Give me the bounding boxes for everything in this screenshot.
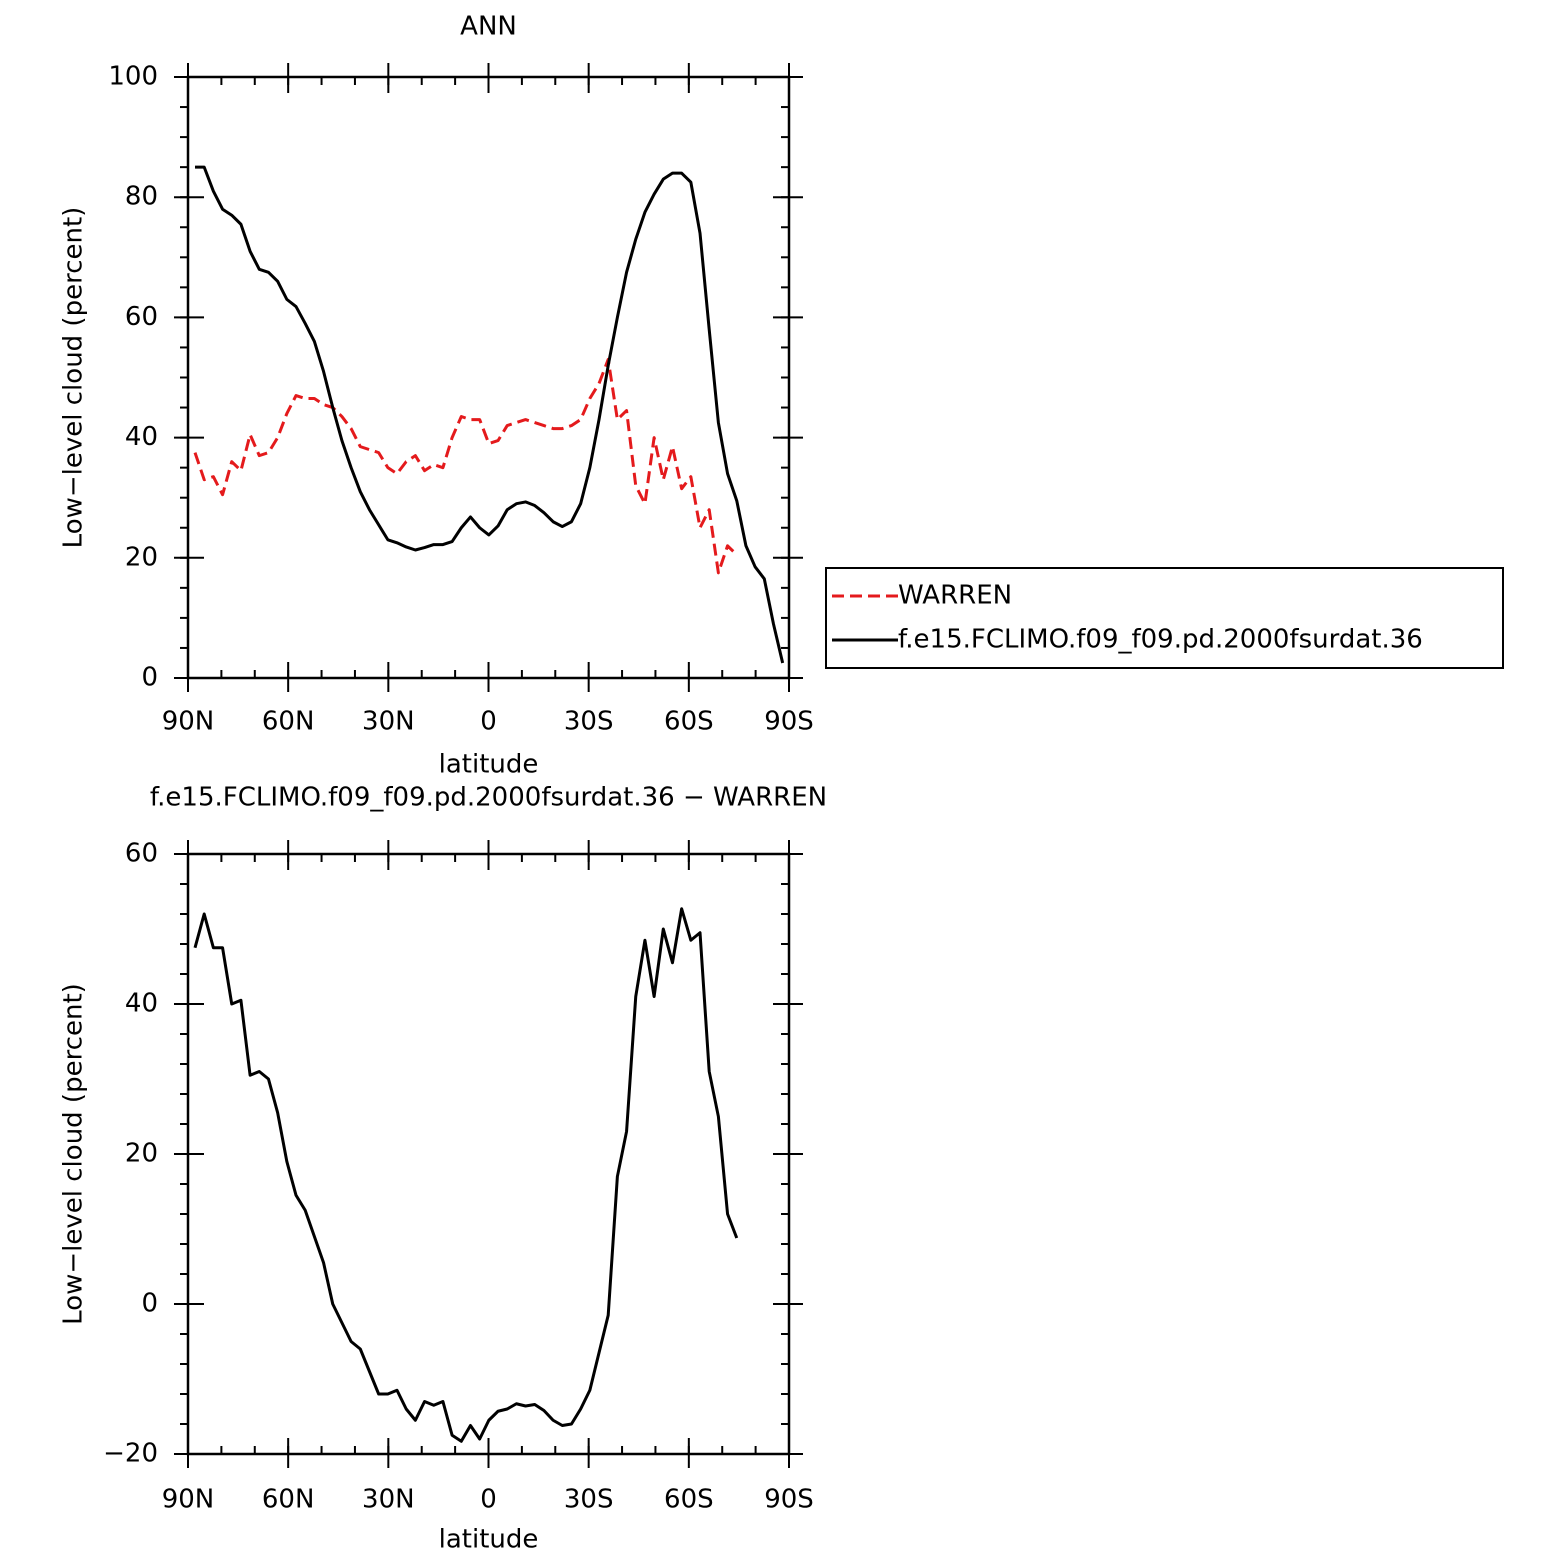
chart-title: f.e15.FCLIMO.f09_f09.pd.2000fsurdat.36 −… bbox=[150, 783, 827, 813]
x-tick-label: 90S bbox=[764, 1485, 814, 1515]
x-tick-label: 30S bbox=[564, 707, 614, 737]
legend-label: f.e15.FCLIMO.f09_f09.pd.2000fsurdat.36 bbox=[898, 625, 1423, 655]
x-tick-label: 90S bbox=[764, 707, 814, 737]
x-tick-label: 60N bbox=[262, 1485, 315, 1515]
plot-frame bbox=[186, 852, 791, 1456]
y-tick-label: 0 bbox=[141, 663, 158, 693]
x-tick-label: 0 bbox=[480, 1485, 497, 1515]
legend-box bbox=[825, 567, 1504, 669]
x-tick-label: 90N bbox=[162, 707, 215, 737]
x-axis-label: latitude bbox=[439, 750, 539, 780]
y-axis-label: Low−level cloud (percent) bbox=[59, 207, 89, 549]
data-line bbox=[195, 165, 785, 664]
x-tick-label: 90N bbox=[162, 1485, 215, 1515]
x-axis-label: latitude bbox=[439, 1525, 539, 1555]
plot-frame bbox=[186, 75, 791, 680]
legend-label: WARREN bbox=[898, 581, 1012, 611]
y-tick-label: −20 bbox=[103, 1439, 158, 1469]
y-tick-label: 40 bbox=[125, 989, 158, 1019]
chart-title: ANN bbox=[460, 12, 517, 42]
data-line bbox=[193, 357, 738, 575]
y-tick-label: 0 bbox=[141, 1289, 158, 1319]
y-tick-label: 80 bbox=[125, 182, 158, 212]
y-tick-label: 20 bbox=[125, 542, 158, 572]
x-tick-label: 30S bbox=[564, 1485, 614, 1515]
data-line bbox=[193, 907, 739, 1443]
y-tick-label: 20 bbox=[125, 1139, 158, 1169]
x-tick-label: 30N bbox=[362, 707, 415, 737]
y-axis-label: Low−level cloud (percent) bbox=[59, 983, 89, 1325]
x-tick-label: 60S bbox=[664, 707, 714, 737]
x-tick-label: 30N bbox=[362, 1485, 415, 1515]
x-tick-label: 60N bbox=[262, 707, 315, 737]
y-tick-label: 60 bbox=[125, 302, 158, 332]
x-tick-label: 0 bbox=[480, 707, 497, 737]
y-tick-label: 100 bbox=[108, 62, 158, 92]
x-tick-label: 60S bbox=[664, 1485, 714, 1515]
y-tick-label: 60 bbox=[125, 839, 158, 869]
y-tick-label: 40 bbox=[125, 422, 158, 452]
